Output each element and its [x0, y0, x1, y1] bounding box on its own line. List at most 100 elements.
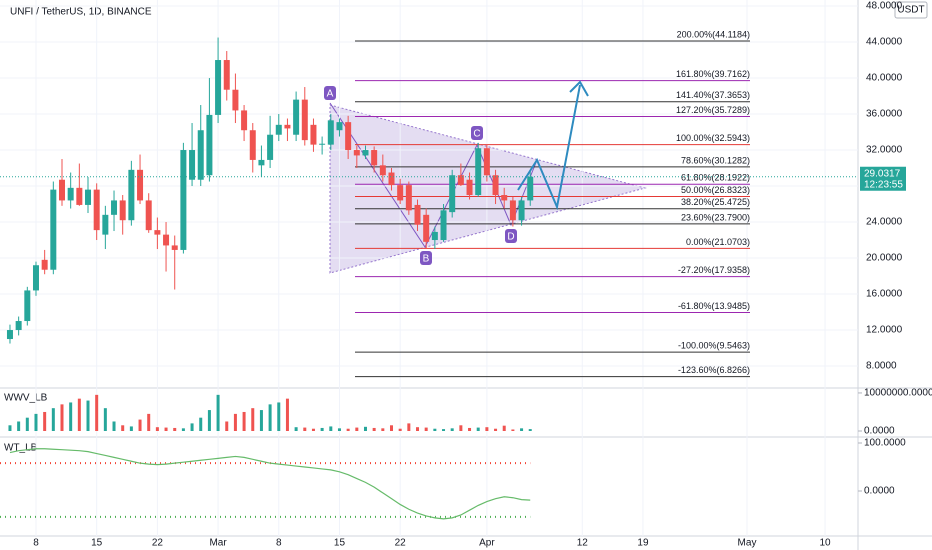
- candle-body: [215, 60, 222, 115]
- candle-body: [319, 143, 326, 145]
- fib-label: 141.40%(37.3653): [676, 90, 750, 100]
- volume-bar: [502, 425, 506, 431]
- pattern-point-label: A: [327, 89, 334, 100]
- y-tick-label: 36.0000: [866, 109, 903, 120]
- volume-bar: [528, 429, 532, 431]
- y-tick-label: 24.0000: [866, 217, 903, 228]
- candle-body: [6, 330, 13, 340]
- pane-title: WWV_LB: [4, 393, 48, 404]
- volume-bar: [389, 425, 393, 431]
- candle-body: [24, 290, 31, 322]
- candle-body: [449, 175, 456, 213]
- candle-body: [267, 134, 274, 160]
- volume-bar: [34, 413, 38, 431]
- y-tick-label: 16.0000: [866, 289, 903, 300]
- fib-label: -123.60%(6.8266): [678, 365, 750, 375]
- candle-body: [310, 124, 317, 145]
- candle-body: [58, 179, 65, 201]
- volume-bar: [277, 402, 281, 431]
- x-tick-label: 8: [33, 538, 39, 549]
- volume-bar: [494, 428, 498, 431]
- volume-bar: [520, 428, 524, 431]
- volume-bar: [147, 413, 151, 431]
- candle-body: [371, 150, 378, 166]
- triangle-pattern: [329, 104, 647, 274]
- volume-bar: [138, 419, 142, 431]
- candle-body: [293, 99, 300, 135]
- x-tick-label: 8: [276, 538, 282, 549]
- fib-label: -61.80%(13.9485): [678, 301, 750, 311]
- fib-label: -27.20%(17.9358): [678, 265, 750, 275]
- y-tick-label: 12.0000: [866, 325, 903, 336]
- candle-body: [67, 187, 74, 201]
- volume-bar: [442, 429, 446, 431]
- fib-label: -100.00%(9.5463): [678, 340, 750, 350]
- fib-label: 78.60%(30.1282): [681, 155, 750, 165]
- y-tick-label: 8.0000: [866, 361, 897, 372]
- candle-body: [85, 189, 92, 205]
- volume-bar: [372, 427, 376, 431]
- pattern-point-label: D: [507, 232, 514, 243]
- volume-bar: [60, 404, 64, 431]
- y-tick-label: 48.0000: [866, 1, 903, 12]
- volume-bar: [329, 426, 333, 431]
- volume-bar: [86, 400, 90, 431]
- fib-label: 0.00%(21.0703): [686, 237, 750, 247]
- candle-body: [483, 148, 490, 176]
- candle-body: [111, 200, 118, 215]
- candle-body: [431, 231, 438, 241]
- volume-bar: [311, 428, 315, 431]
- candle-body: [197, 130, 204, 180]
- candle-body: [223, 60, 230, 90]
- pattern-point-label: B: [423, 254, 430, 265]
- candle-body: [258, 159, 265, 166]
- volume-bar: [363, 426, 367, 431]
- fib-label: 200.00%(44.1184): [677, 29, 750, 39]
- candle-body: [518, 200, 525, 221]
- x-tick-label: 12: [577, 538, 589, 549]
- candle-body: [93, 189, 100, 231]
- fib-label: 38.20%(25.4725): [681, 197, 750, 207]
- volume-bar: [25, 417, 29, 431]
- volume-bar: [69, 402, 73, 431]
- x-tick-label: May: [738, 538, 757, 549]
- volume-bar: [103, 408, 107, 431]
- volume-bar: [17, 421, 21, 431]
- candle-body: [180, 150, 187, 250]
- y-tick-label: 44.0000: [866, 37, 903, 48]
- y-tick-label: 32.0000: [866, 145, 903, 156]
- volume-bar: [199, 417, 203, 431]
- candle-body: [119, 200, 126, 221]
- candle-body: [284, 124, 291, 129]
- candle-body: [466, 179, 473, 196]
- x-tick-label: 10: [819, 538, 831, 549]
- volume-bar: [459, 425, 463, 431]
- candle-body: [405, 185, 412, 211]
- candle-body: [362, 150, 369, 156]
- volume-bar: [468, 427, 472, 431]
- volume-bar: [381, 428, 385, 431]
- candle-body: [301, 99, 308, 141]
- volume-bar: [398, 428, 402, 431]
- candle-body: [275, 124, 282, 135]
- volume-bar: [8, 425, 12, 431]
- pattern-point-box: [420, 251, 432, 265]
- volume-bar: [155, 427, 159, 431]
- volume-bar: [51, 408, 55, 431]
- pattern-point-label: C: [473, 129, 480, 140]
- candle-body: [189, 150, 196, 180]
- candle-body: [440, 210, 447, 241]
- fib-label: 23.60%(23.7900): [681, 212, 750, 222]
- pattern-point-box: [505, 229, 517, 243]
- volume-bar: [346, 428, 350, 431]
- candle-body: [397, 185, 404, 201]
- candle-body: [527, 176, 534, 201]
- volume-bar: [242, 411, 246, 431]
- volume-bar: [43, 411, 47, 431]
- price-tag: [860, 166, 906, 191]
- volume-bar: [485, 427, 489, 431]
- volume-bar: [181, 428, 185, 431]
- candle-body: [163, 234, 170, 246]
- candle-body: [353, 150, 360, 156]
- x-tick-label: 22: [152, 538, 164, 549]
